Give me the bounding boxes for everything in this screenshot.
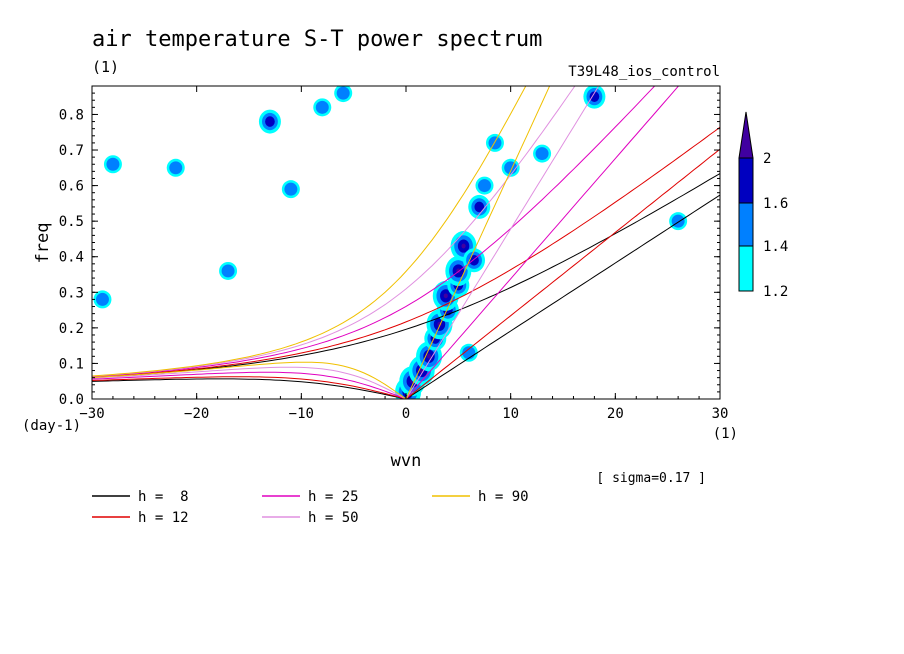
legend-label: h = 25 bbox=[308, 489, 359, 505]
x-tick-label: 10 bbox=[502, 406, 519, 422]
x-axis-label: wvn bbox=[391, 451, 422, 471]
legend-entry: h = 90 bbox=[432, 489, 529, 505]
mrg-curve bbox=[92, 86, 527, 377]
x-tick-label: 30 bbox=[712, 406, 729, 422]
power-blob bbox=[258, 109, 281, 134]
power-blob bbox=[103, 155, 122, 174]
legend-entry: h = 12 bbox=[92, 510, 189, 526]
power-blob bbox=[533, 144, 552, 163]
legend-label: h = 12 bbox=[138, 510, 189, 526]
power-blob bbox=[501, 158, 520, 177]
y-tick-label: 0.3 bbox=[59, 285, 84, 301]
chart-title: air temperature S-T power spectrum bbox=[92, 27, 542, 52]
y-units-label: (day-1) bbox=[22, 418, 81, 434]
legend-entry: h = 50 bbox=[262, 510, 359, 526]
power-blob bbox=[468, 194, 491, 219]
colorbar-arrow bbox=[738, 111, 754, 159]
rossby-curve bbox=[92, 376, 407, 399]
colorbar: 1.2 1.4 1.6 2 bbox=[738, 111, 788, 300]
kelvin-curve bbox=[405, 148, 720, 399]
x-units-label: (1) bbox=[713, 426, 738, 442]
rossby-curve bbox=[92, 378, 407, 399]
mrg-curve bbox=[92, 126, 720, 378]
x-tick-labels: −30 −20 −10 0 10 20 30 bbox=[79, 406, 728, 422]
y-tick-label: 0.6 bbox=[59, 179, 84, 195]
legend-label: h = 90 bbox=[478, 489, 529, 505]
legend-label: h = 50 bbox=[308, 510, 359, 526]
y-tick-labels: 0.0 0.1 0.2 0.3 0.4 0.5 0.6 0.7 0.8 bbox=[59, 107, 84, 408]
y-tick-label: 0.8 bbox=[59, 107, 84, 123]
kelvin-curve bbox=[405, 86, 600, 399]
x-tick-label: 0 bbox=[402, 406, 410, 422]
legend-entry: h = 8 bbox=[92, 489, 189, 505]
power-blob bbox=[583, 86, 606, 109]
legend-entry: h = 25 bbox=[262, 489, 359, 505]
y-tick-label: 0.2 bbox=[59, 321, 84, 337]
colorbar-segment bbox=[738, 202, 754, 247]
legend-label: h = 8 bbox=[138, 489, 189, 505]
colorbar-segment bbox=[738, 245, 754, 292]
power-blob bbox=[219, 261, 238, 280]
kelvin-curve bbox=[405, 194, 720, 399]
rossby-curve bbox=[92, 371, 407, 399]
y-axis-label: freq bbox=[33, 223, 53, 264]
power-blob bbox=[334, 86, 353, 103]
x-tick-label: −30 bbox=[79, 406, 104, 422]
x-tick-label: −10 bbox=[289, 406, 314, 422]
y-tick-label: 0.1 bbox=[59, 356, 84, 372]
axis-ticks bbox=[91, 86, 721, 400]
power-blob bbox=[669, 212, 688, 231]
y-tick-label: 0.0 bbox=[59, 392, 84, 408]
colorbar-label: 2 bbox=[763, 151, 771, 167]
x-tick-label: 20 bbox=[607, 406, 624, 422]
power-blob bbox=[281, 180, 300, 199]
colorbar-label: 1.4 bbox=[763, 239, 788, 255]
power-blob bbox=[475, 176, 494, 195]
sigma-label: [ sigma=0.17 ] bbox=[596, 471, 706, 486]
mrg-curve bbox=[92, 86, 656, 378]
plot-frame bbox=[92, 86, 720, 399]
colorbar-segment bbox=[738, 157, 754, 204]
mrg-curve bbox=[92, 86, 576, 377]
y-tick-label: 0.4 bbox=[59, 250, 84, 266]
rossby-curve bbox=[92, 366, 407, 399]
run-label: T39L48_ios_control bbox=[568, 64, 720, 80]
colorbar-label: 1.2 bbox=[763, 284, 788, 300]
dispersion-curves bbox=[92, 86, 720, 399]
y-tick-label: 0.5 bbox=[59, 214, 84, 230]
y-tick-label: 0.7 bbox=[59, 143, 84, 159]
power-blob bbox=[485, 133, 504, 152]
kelvin-curve bbox=[405, 86, 551, 399]
legend: h = 8 h = 12 h = 25 h = 50 h = 90 bbox=[92, 489, 529, 526]
chart-subtitle: (1) bbox=[92, 58, 119, 76]
power-blob bbox=[166, 158, 185, 177]
rossby-curve bbox=[92, 361, 407, 399]
x-tick-label: −20 bbox=[184, 406, 209, 422]
power-blob bbox=[93, 290, 112, 309]
power-contours bbox=[93, 86, 688, 399]
power-blob bbox=[313, 98, 332, 117]
power-blob bbox=[459, 343, 478, 362]
colorbar-label: 1.6 bbox=[763, 196, 788, 212]
kelvin-curve bbox=[405, 86, 680, 399]
